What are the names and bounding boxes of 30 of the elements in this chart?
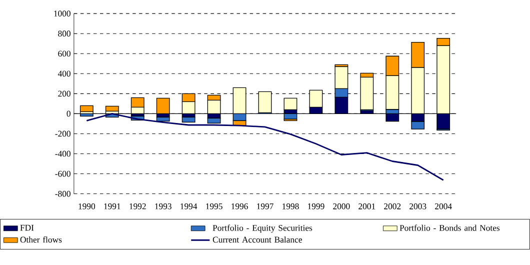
y-tick-label: -600 bbox=[55, 170, 70, 176]
x-tick-label: 1993 bbox=[155, 203, 172, 210]
legend-label: FDI bbox=[20, 224, 34, 230]
legend-label: Current Account Balance bbox=[212, 236, 302, 242]
x-tick-label: 1996 bbox=[232, 203, 248, 210]
x-tick-label: 2003 bbox=[410, 203, 426, 210]
x-tick-label: 1992 bbox=[130, 203, 146, 210]
y-tick-label: 0 bbox=[66, 110, 70, 116]
x-tick-label: 2000 bbox=[333, 203, 350, 210]
x-tick-label: 1991 bbox=[104, 203, 120, 210]
legend-label: Other flows bbox=[20, 236, 62, 242]
y-tick-label: 800 bbox=[58, 30, 70, 36]
x-tick-label: 1994 bbox=[180, 203, 198, 210]
y-tick-label: 600 bbox=[58, 50, 70, 56]
x-tick-label: 1990 bbox=[78, 203, 96, 210]
x-tick-label: 2004 bbox=[435, 203, 452, 210]
x-tick-label: 2001 bbox=[358, 203, 376, 210]
y-tick-label: -200 bbox=[55, 130, 70, 136]
y-tick-label: -800 bbox=[55, 190, 70, 196]
y-tick-label: 200 bbox=[58, 90, 70, 96]
y-tick-label: 400 bbox=[58, 70, 70, 76]
legend-label: Portfolio - Equity Securities bbox=[212, 224, 312, 232]
x-tick-label: 1995 bbox=[206, 203, 222, 210]
legend-label: Portfolio - Bonds and Notes bbox=[400, 224, 500, 231]
y-tick-label: -400 bbox=[55, 150, 70, 156]
x-tick-label: 1997 bbox=[257, 203, 274, 210]
y-tick-label: 1000 bbox=[54, 10, 70, 16]
x-tick-label: 2002 bbox=[384, 203, 401, 210]
x-tick-label: 1998 bbox=[282, 203, 299, 210]
x-tick-label: 1999 bbox=[308, 203, 324, 210]
